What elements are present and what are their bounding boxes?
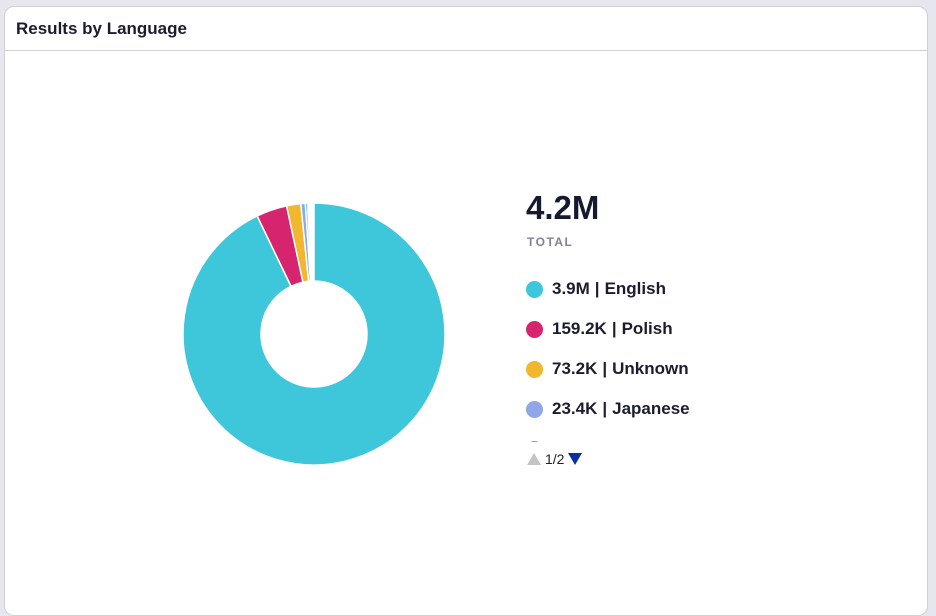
legend-label: Japanese [612,399,690,418]
legend-value: 3.9M [552,279,590,298]
total-caption: TOTAL [527,235,574,249]
legend-swatch [526,400,543,418]
legend-value: 23.4K [552,399,598,418]
legend-swatch [526,320,543,338]
legend-separator: | [601,439,606,442]
legend-separator: | [594,279,600,298]
legend-item: 73.2K | Unknown [526,349,826,389]
legend: 3.9M | English 159.2K | Polish 73.2K | Unknown 23… [526,269,826,442]
legend-swatch [526,280,543,298]
panel-title: Results by Language [5,7,927,51]
legend-pager: 1/2 [526,451,583,467]
legend-swatch [526,440,543,442]
page-indicator: 1/2 [545,451,565,467]
legend-label: Polish [621,319,673,338]
legend-label: English [604,279,666,298]
legend-item: 23.4K | Japanese [526,389,826,429]
legend-label: Unknown [612,359,689,378]
legend-separator: | [602,399,608,418]
donut-chart [182,202,446,466]
legend-label: Spanish [611,439,677,442]
slice [182,202,446,466]
legend-value: 73.2K [552,359,598,378]
legend-item: 159.2K | Polish [526,309,826,349]
slice [304,202,313,282]
total-value: 4.2M [526,189,600,226]
legend-value: 11.2K [552,439,596,442]
page-up[interactable] [526,452,542,466]
panel: Results by Language 4.2M TOTAL 3.9M | Engl… [4,6,928,616]
legend-item: 11.2K | Spanish [526,429,826,442]
legend-value: 159.2K [552,319,607,338]
legend-item: 3.9M | English [526,269,826,309]
legend-separator: | [602,359,608,378]
legend-swatch [526,360,543,378]
page-down[interactable] [567,452,583,466]
legend-separator: | [611,319,617,338]
